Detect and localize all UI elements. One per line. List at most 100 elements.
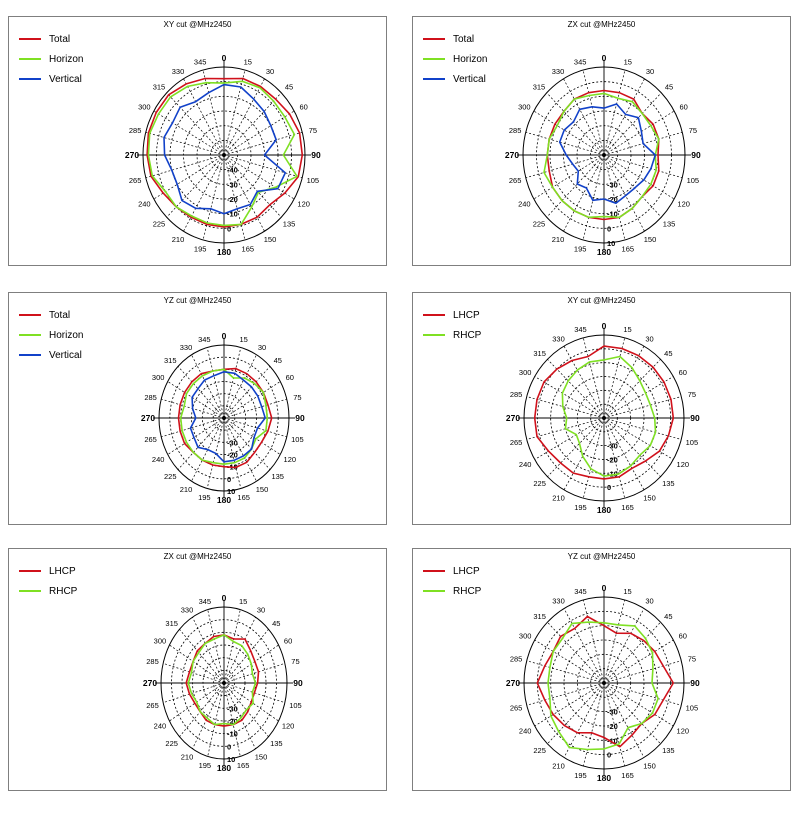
angle-tick-label: 90 <box>293 678 303 688</box>
radial-tick-label: -10 <box>607 736 618 745</box>
radial-tick-label: -30 <box>607 442 618 451</box>
grid-spoke <box>223 347 242 419</box>
angle-tick-label: 240 <box>138 200 151 209</box>
grid-spoke <box>223 417 271 470</box>
grid-spoke <box>603 682 661 745</box>
legend-swatch <box>19 314 41 316</box>
grid-spoke <box>603 417 645 491</box>
grid-spoke <box>603 417 674 460</box>
grid-spoke <box>223 110 295 156</box>
grid-spoke <box>177 366 225 419</box>
angle-tick-label: 30 <box>645 334 653 343</box>
legend: LHCP RHCP <box>423 305 481 345</box>
legend-item: Vertical <box>423 69 487 89</box>
grid-spoke <box>153 154 225 200</box>
angle-tick-label: 0 <box>602 321 607 331</box>
angle-tick-label: 105 <box>687 176 700 185</box>
angle-tick-label: 195 <box>194 245 207 254</box>
angle-tick-label: 345 <box>199 597 212 606</box>
grid-spoke <box>603 69 626 156</box>
angle-tick-label: 330 <box>552 334 565 343</box>
grid-spoke <box>223 417 281 455</box>
angle-tick-label: 30 <box>645 597 653 606</box>
grid-spoke <box>603 621 661 684</box>
grid-spoke <box>563 154 605 232</box>
angle-tick-label: 210 <box>552 761 565 770</box>
angle-tick-label: 75 <box>689 126 697 135</box>
angle-tick-label: 180 <box>597 773 611 783</box>
angle-tick-label: 75 <box>688 390 696 399</box>
grid-spoke <box>223 417 242 489</box>
angle-tick-label: 285 <box>146 657 159 666</box>
angle-tick-label: 75 <box>688 654 696 663</box>
legend-swatch <box>423 58 445 60</box>
angle-tick-label: 285 <box>129 126 142 135</box>
radial-tick-label: -10 <box>227 730 238 739</box>
grid-spoke <box>603 639 674 684</box>
angle-tick-label: 225 <box>533 220 546 229</box>
radial-tick-label: -30 <box>227 704 238 713</box>
angle-tick-label: 150 <box>256 485 269 494</box>
radial-tick-label: -20 <box>607 456 618 465</box>
series-line-rhcp <box>561 355 657 477</box>
angle-tick-label: 30 <box>257 605 265 614</box>
grid-spoke <box>603 417 661 477</box>
angle-tick-label: 150 <box>255 753 268 762</box>
chart-title: XY cut @MHz2450 <box>163 20 232 29</box>
grid-spoke <box>603 417 626 499</box>
legend-item: Total <box>19 305 83 325</box>
radial-tick-label: -20 <box>607 195 618 204</box>
grid-spoke <box>145 131 225 156</box>
angle-tick-label: 210 <box>181 753 194 762</box>
radial-tick-label: 0 <box>607 224 611 233</box>
angle-tick-label: 315 <box>533 82 546 91</box>
grid-spoke <box>207 682 225 757</box>
angle-tick-label: 45 <box>285 82 293 91</box>
grid-spoke <box>223 154 246 241</box>
angle-tick-label: 150 <box>643 761 656 770</box>
angle-tick-label: 330 <box>172 67 185 76</box>
chart-panel: 0 15 30 45 60 75 90 105 120 135 150 165 180 195 210 225… <box>8 548 387 791</box>
angle-tick-label: 210 <box>172 235 185 244</box>
angle-tick-label: 60 <box>679 368 687 377</box>
angle-tick-label: 105 <box>686 438 699 447</box>
grid-spoke <box>582 682 605 767</box>
grid-spoke <box>603 154 683 179</box>
grid-spoke <box>525 131 605 156</box>
series-line-rhcp <box>547 621 659 751</box>
angle-tick-label: 265 <box>510 438 523 447</box>
angle-tick-label: 345 <box>574 587 587 596</box>
grid-spoke <box>533 154 605 200</box>
legend-label: LHCP <box>49 565 76 577</box>
legend-label: Total <box>49 33 71 45</box>
grid-spoke <box>223 662 285 684</box>
angle-tick-label: 240 <box>154 722 167 731</box>
chart-title: ZX cut @MHz2450 <box>163 552 232 561</box>
angle-tick-label: 90 <box>311 150 321 160</box>
legend-label: Total <box>49 309 71 321</box>
series-line-vertical <box>189 371 267 463</box>
angle-tick-label: 150 <box>264 235 277 244</box>
grid-spoke <box>534 376 605 419</box>
grid-spoke <box>582 417 605 499</box>
legend-item: Total <box>19 29 83 49</box>
angle-tick-label: 60 <box>680 103 688 112</box>
grid-spoke <box>526 682 605 706</box>
angle-tick-label: 210 <box>552 235 565 244</box>
angle-tick-label: 285 <box>510 390 523 399</box>
angle-tick-label: 75 <box>309 126 317 135</box>
angle-tick-label: 265 <box>509 176 522 185</box>
angle-tick-label: 180 <box>217 495 231 505</box>
angle-tick-label: 225 <box>533 746 546 755</box>
chart-panel: 0 15 30 45 60 75 90 105 120 135 150 165 180 195 210 225… <box>412 548 791 791</box>
angle-tick-label: 45 <box>272 619 280 628</box>
legend-swatch <box>19 58 41 60</box>
angle-tick-label: 300 <box>519 368 532 377</box>
angle-tick-label: 195 <box>574 503 587 512</box>
angle-tick-label: 300 <box>519 632 532 641</box>
angle-tick-label: 15 <box>244 57 252 66</box>
angle-tick-label: 45 <box>664 612 672 621</box>
chart-title: XY cut @MHz2450 <box>567 296 636 305</box>
radial-tick-label: -30 <box>227 438 238 447</box>
angle-tick-label: 135 <box>662 746 675 755</box>
